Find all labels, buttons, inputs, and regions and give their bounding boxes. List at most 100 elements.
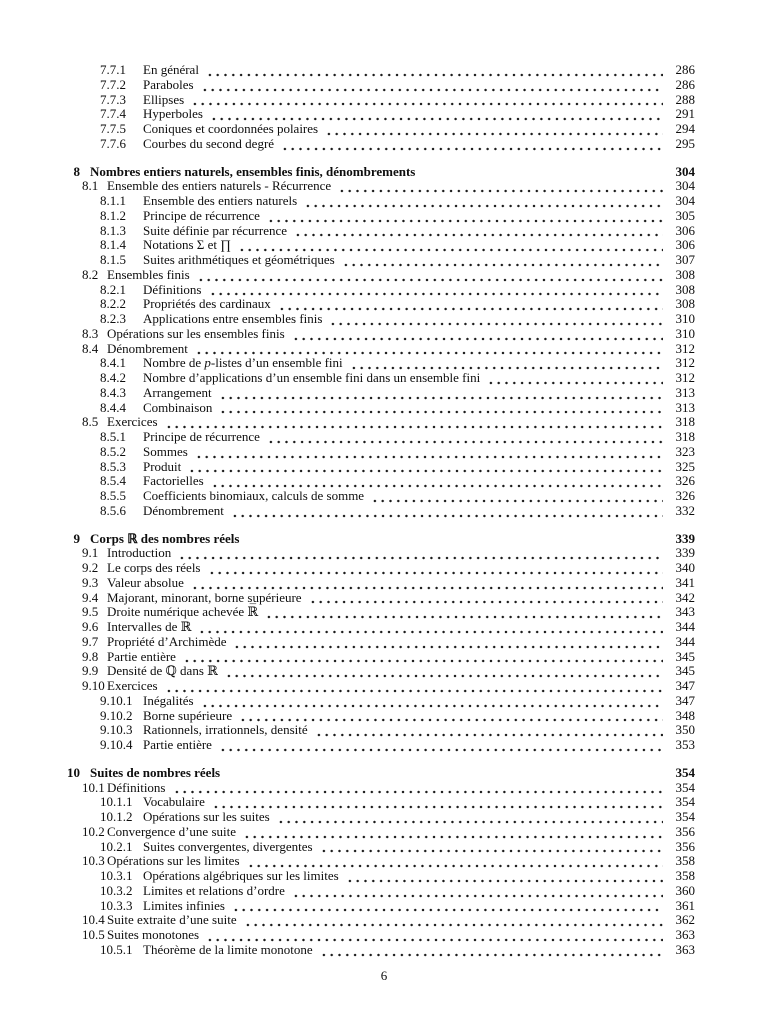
toc-entry-page: 362 [675,912,696,928]
toc-entry-title: Opérations algébriques sur les limites [143,868,339,883]
dot-leader [485,371,663,386]
toc-entry: 8.3 Opérations sur les ensembles finis 3… [64,325,695,342]
toc-entry: 10.3 Opérations sur les limites 358 [64,853,695,869]
dot-leader [204,928,663,943]
toc-entry-page: 363 [675,941,696,957]
toc-entry-title: Notations Σ et ∏ [143,237,231,253]
toc-entry-title: Propriétés des cardinaux [143,296,271,312]
toc-entry: 9.10.3 Rationnels, irrationnels, densité… [64,722,696,738]
toc-entry-number: 8.5.6 [100,502,126,518]
toc-entry-page: 342 [675,589,696,605]
toc-entry-number: 9.10.2 [100,707,133,723]
footer-page-number: 6 [380,968,388,983]
toc-entry-page: 354 [675,779,696,795]
dot-leader [198,693,663,709]
dot-leader [302,194,663,209]
toc-entry-title: Exercices [107,414,158,430]
toc-entry-page: 341 [675,574,696,590]
toc-entry: 10.1 Définitions 354 [64,779,696,796]
toc-entry-title: Principe de récurrence [143,429,260,444]
toc-entry-number: 10.1 [82,779,105,795]
toc-entry-title: Coefficients binomiaux, calculs de somme [143,488,365,503]
toc-entry-number: 8.1.1 [100,193,126,208]
dot-leader [327,312,663,327]
toc-entry-title: Ensemble des entiers naturels - Récurren… [107,178,332,194]
toc-entry: 9.2 Le corps des réels 340 [64,560,696,576]
toc-entry-page: 347 [675,678,696,693]
toc-entry-page: 318 [675,414,696,430]
dot-leader [274,810,663,825]
dot-leader [369,489,663,504]
toc-entry-page: 294 [675,121,696,136]
toc-entry-page: 326 [675,488,696,503]
toc-entry-page: 353 [675,737,696,752]
toc-entry: 8.2 Ensembles finis 308 [64,266,696,283]
toc-entry-title: Exercices [107,678,158,693]
toc-entry-title: Opérations sur les ensembles finis [107,325,285,341]
toc-entry-title: Valeur absolue [107,574,184,590]
toc-entry-title: Propriété d’Archimède [107,633,227,649]
dot-leader [289,326,663,342]
toc-entry: 8.2.1 Définitions 308 [64,282,695,298]
dot-leader [306,590,663,606]
toc-entry-page: 340 [675,560,696,575]
dot-leader [180,649,663,665]
toc-entry-page: 345 [675,663,696,679]
toc-entry: 10.3.2 Limites et relations d’ordre 360 [64,883,695,899]
toc-entry-title: Nombre de p-listes d’un ensemble fini [143,355,343,371]
toc-entry-title: Produit [143,458,182,474]
toc-entry: 8.2.3 Applications entre ensembles finis… [64,311,695,327]
toc-entry-title: Suite définie par récurrence [143,222,288,238]
dot-leader [420,165,663,180]
toc-entry-page: 313 [675,384,696,400]
toc-entry-page: 350 [675,722,696,738]
toc-entry-title: Sommes [143,443,188,459]
toc-entry-title: Droite numérique achevée ℝ̅ [107,604,259,620]
toc-entry-number: 8.1.3 [100,222,126,238]
dot-leader [217,400,663,416]
toc-entry: 10.1.2 Opérations sur les suites 354 [64,809,695,825]
toc-entry-page: 358 [675,868,696,883]
toc-entry-title: En général [143,62,199,77]
dot-leader [189,92,663,108]
toc-entry: 8 Nombres entiers naturels, ensembles fi… [64,164,696,180]
toc-entry-title: Dénombrement [143,502,224,518]
toc-entry-number: 10.2.1 [100,838,133,854]
toc-entry-page: 348 [675,707,696,723]
dot-leader [347,356,663,371]
toc-entry-title: Suites arithmétiques et géométriques [143,252,335,267]
dot-leader [244,532,663,547]
toc-entry-page: 312 [675,370,696,385]
toc-entry: 8.5.3 Produit 325 [64,458,695,475]
toc-entry-page: 312 [675,340,696,356]
toc-entry-page: 308 [675,266,696,282]
toc-entry-number: 9.1 [82,545,99,561]
toc-entry-page: 306 [675,222,696,238]
toc-entry: 9.1 Introduction 339 [64,545,695,561]
dot-leader [206,282,663,298]
dot-leader [209,795,663,810]
toc-entry: 8.2.2 Propriétés des cardinaux 308 [64,296,695,312]
toc-entry-number: 10.3.1 [100,868,133,883]
toc-entry: 8.5.4 Factorielles 326 [64,473,695,489]
toc-entry: 10.2 Convergence d’une suite 356 [64,823,695,840]
toc-entry: 8.4.1 Nombre de p-listes d’un ensemble f… [64,355,695,371]
toc-entry-number: 8.4.4 [100,399,126,415]
dot-leader [241,913,663,928]
toc-entry-page: 307 [675,252,696,267]
toc-entry-page: 291 [675,106,696,122]
toc-entry-title: Convergence d’une suite [107,823,236,839]
toc-entry-title: Suite extraite d’une suite [107,912,237,928]
dot-leader [192,444,663,460]
toc-entry: 8.1.5 Suites arithmétiques et géométriqu… [64,252,696,268]
dot-leader [225,766,663,781]
toc-entry-number: 9.10 [82,678,105,693]
toc-entry-title: Définitions [107,779,166,795]
dot-leader [275,297,663,312]
toc-entry-number: 9 [73,530,81,546]
toc-entry: 9.4 Majorant, minorant, borne supérieure… [64,589,696,606]
dot-leader [289,883,663,899]
toc-entry-title: Opérations sur les suites [143,809,270,824]
toc-entry-page: 339 [675,530,696,546]
dot-leader [192,341,663,357]
